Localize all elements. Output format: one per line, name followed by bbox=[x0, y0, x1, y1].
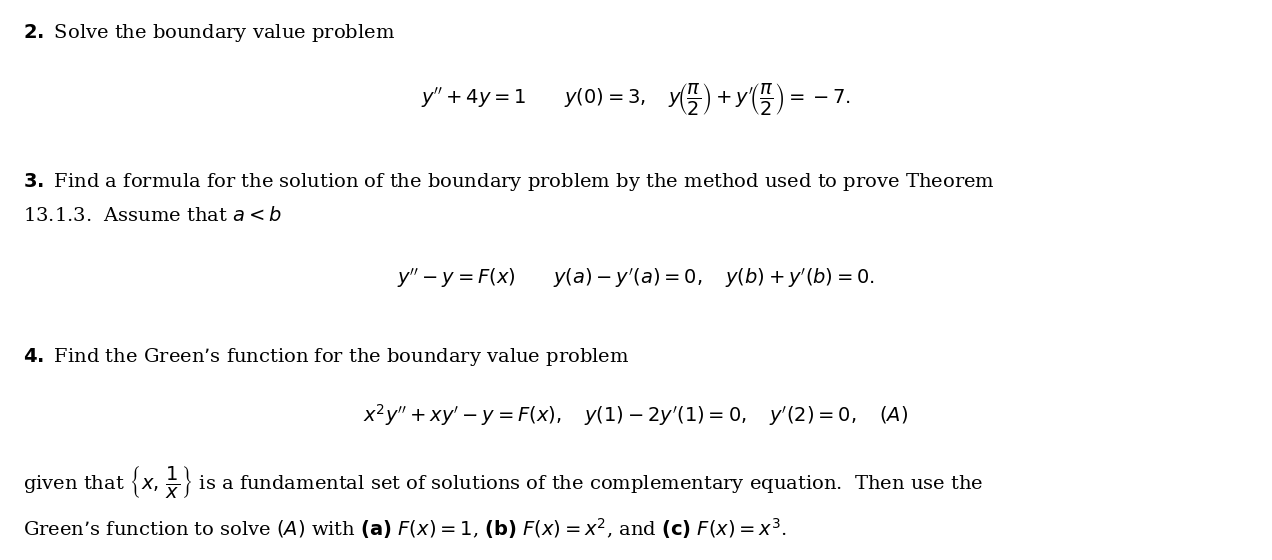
Text: $y'' + 4y = 1 \qquad y(0) = 3, \quad y\!\left(\dfrac{\pi}{2}\right) + y'\!\left(: $y'' + 4y = 1 \qquad y(0) = 3, \quad y\!… bbox=[421, 81, 851, 117]
Text: $\mathbf{2.}$ Solve the boundary value problem: $\mathbf{2.}$ Solve the boundary value p… bbox=[23, 22, 396, 44]
Text: $\mathbf{4.}$ Find the Green’s function for the boundary value problem: $\mathbf{4.}$ Find the Green’s function … bbox=[23, 346, 630, 368]
Text: $y'' - y = F(x) \qquad y(a) - y'(a) = 0, \quad y(b) + y'(b) = 0.$: $y'' - y = F(x) \qquad y(a) - y'(a) = 0,… bbox=[397, 266, 875, 290]
Text: $x^2 y'' + xy' - y = F(x), \quad y(1) - 2y'(1) = 0, \quad y'(2) = 0, \quad (A)$: $x^2 y'' + xy' - y = F(x), \quad y(1) - … bbox=[364, 402, 908, 428]
Text: Green’s function to solve $(A)$ with $\mathbf{(a)}$ $F(x) = 1$, $\mathbf{(b)}$ $: Green’s function to solve $(A)$ with $\m… bbox=[23, 516, 786, 541]
Text: given that $\left\{x,\, \dfrac{1}{x}\right\}$ is a fundamental set of solutions : given that $\left\{x,\, \dfrac{1}{x}\rig… bbox=[23, 464, 983, 500]
Text: $\mathbf{3.}$ Find a formula for the solution of the boundary problem by the met: $\mathbf{3.}$ Find a formula for the sol… bbox=[23, 171, 995, 193]
Text: 13.1.3.  Assume that $a < b$: 13.1.3. Assume that $a < b$ bbox=[23, 206, 282, 225]
